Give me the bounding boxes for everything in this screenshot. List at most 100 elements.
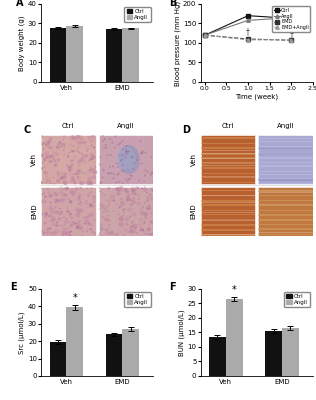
Circle shape bbox=[80, 181, 84, 185]
Circle shape bbox=[126, 151, 129, 153]
Circle shape bbox=[100, 230, 102, 231]
Circle shape bbox=[131, 156, 132, 158]
Bar bbox=[201, 212, 255, 213]
Circle shape bbox=[64, 224, 65, 226]
Circle shape bbox=[91, 187, 92, 189]
Circle shape bbox=[71, 150, 73, 152]
Circle shape bbox=[149, 216, 151, 218]
Bar bbox=[99, 187, 153, 236]
Circle shape bbox=[70, 230, 73, 234]
Circle shape bbox=[69, 200, 73, 204]
Circle shape bbox=[111, 233, 114, 236]
Circle shape bbox=[121, 220, 122, 221]
Circle shape bbox=[59, 152, 61, 153]
Circle shape bbox=[130, 199, 133, 202]
Circle shape bbox=[117, 193, 120, 195]
Circle shape bbox=[69, 234, 73, 238]
Circle shape bbox=[63, 181, 68, 185]
Bar bbox=[201, 157, 255, 159]
Bar bbox=[258, 219, 313, 220]
Circle shape bbox=[56, 203, 58, 205]
Circle shape bbox=[105, 209, 109, 213]
Circle shape bbox=[146, 233, 148, 234]
Circle shape bbox=[130, 174, 131, 176]
Bar bbox=[50, 28, 66, 82]
Bar bbox=[226, 299, 243, 376]
Circle shape bbox=[44, 166, 46, 168]
Circle shape bbox=[75, 213, 80, 218]
Bar bbox=[282, 328, 299, 376]
Circle shape bbox=[100, 156, 101, 158]
Bar bbox=[258, 224, 313, 225]
Circle shape bbox=[121, 189, 124, 192]
Circle shape bbox=[78, 193, 82, 197]
Circle shape bbox=[52, 158, 54, 159]
Circle shape bbox=[48, 160, 53, 164]
Circle shape bbox=[78, 165, 80, 167]
Circle shape bbox=[59, 191, 64, 195]
Circle shape bbox=[107, 227, 111, 230]
Circle shape bbox=[51, 155, 54, 158]
Circle shape bbox=[48, 227, 51, 230]
Circle shape bbox=[87, 207, 88, 208]
Circle shape bbox=[125, 217, 130, 222]
Text: †: † bbox=[289, 30, 293, 39]
Bar bbox=[201, 224, 255, 226]
Circle shape bbox=[54, 229, 59, 234]
Circle shape bbox=[67, 206, 68, 207]
Circle shape bbox=[46, 154, 50, 158]
Circle shape bbox=[70, 160, 72, 162]
Circle shape bbox=[59, 210, 63, 214]
Circle shape bbox=[125, 223, 128, 226]
Circle shape bbox=[91, 231, 94, 234]
Circle shape bbox=[46, 155, 51, 159]
Circle shape bbox=[118, 188, 121, 192]
Circle shape bbox=[121, 140, 123, 142]
Circle shape bbox=[67, 155, 69, 156]
Circle shape bbox=[73, 150, 75, 152]
Circle shape bbox=[51, 216, 56, 220]
Bar bbox=[201, 202, 255, 203]
Circle shape bbox=[50, 202, 52, 204]
Circle shape bbox=[136, 232, 137, 234]
Circle shape bbox=[88, 169, 93, 173]
Circle shape bbox=[132, 156, 134, 158]
Circle shape bbox=[105, 229, 106, 230]
Circle shape bbox=[149, 228, 151, 230]
Circle shape bbox=[81, 210, 83, 212]
Circle shape bbox=[50, 212, 53, 215]
Circle shape bbox=[70, 178, 76, 183]
Circle shape bbox=[61, 175, 66, 179]
Circle shape bbox=[65, 176, 67, 178]
Circle shape bbox=[127, 207, 133, 212]
Circle shape bbox=[134, 189, 136, 191]
Circle shape bbox=[84, 145, 86, 147]
Circle shape bbox=[64, 174, 67, 176]
Circle shape bbox=[71, 176, 74, 179]
Circle shape bbox=[143, 233, 145, 235]
Circle shape bbox=[139, 208, 143, 211]
Circle shape bbox=[66, 210, 68, 212]
Circle shape bbox=[119, 154, 121, 156]
Circle shape bbox=[94, 233, 96, 234]
Circle shape bbox=[53, 151, 54, 153]
Circle shape bbox=[60, 230, 62, 232]
Bar bbox=[201, 190, 255, 191]
Circle shape bbox=[118, 214, 119, 215]
Circle shape bbox=[64, 194, 68, 197]
Circle shape bbox=[124, 188, 128, 191]
Circle shape bbox=[117, 166, 119, 168]
Circle shape bbox=[50, 146, 54, 149]
Circle shape bbox=[142, 152, 143, 153]
Circle shape bbox=[89, 181, 94, 185]
Circle shape bbox=[63, 230, 68, 235]
Circle shape bbox=[104, 194, 106, 196]
Circle shape bbox=[107, 172, 109, 174]
Bar bbox=[258, 162, 313, 163]
Circle shape bbox=[135, 194, 137, 195]
Circle shape bbox=[110, 194, 115, 198]
Circle shape bbox=[57, 144, 59, 145]
Circle shape bbox=[56, 146, 58, 148]
Circle shape bbox=[78, 180, 83, 185]
Circle shape bbox=[105, 229, 107, 231]
